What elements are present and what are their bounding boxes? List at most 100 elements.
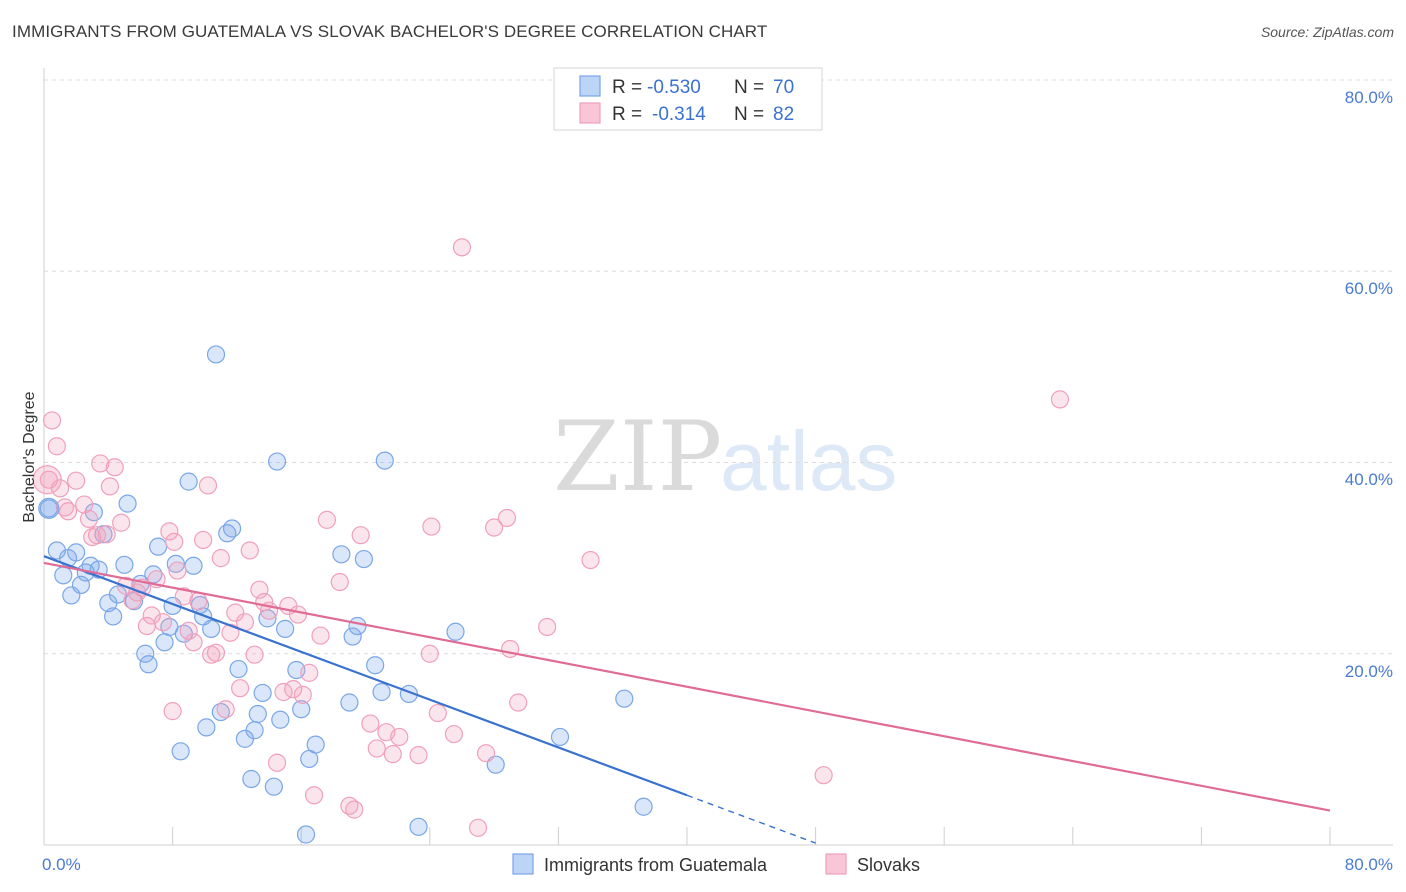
data-points	[32, 238, 1070, 844]
y-tick-label-80: 80.0%	[1345, 88, 1393, 107]
point-guatemala	[104, 607, 123, 626]
point-slovaks	[142, 606, 161, 625]
point-guatemala	[271, 710, 290, 729]
point-guatemala	[634, 797, 653, 816]
point-guatemala	[409, 817, 428, 836]
bottom-legend-label-slovaks: Slovaks	[857, 855, 920, 875]
point-slovaks	[226, 603, 245, 622]
point-guatemala	[222, 519, 242, 538]
point-guatemala	[155, 633, 174, 652]
point-slovaks	[1050, 390, 1070, 409]
point-slovaks	[538, 617, 557, 637]
x-tick-label-min: 0.0%	[42, 855, 81, 874]
bottom-legend-label-guatemala: Immigrants from Guatemala	[544, 855, 768, 875]
point-slovaks	[206, 643, 226, 662]
point-guatemala	[550, 727, 570, 747]
point-slovaks	[189, 592, 208, 611]
point-guatemala	[253, 683, 272, 703]
point-guatemala	[340, 693, 359, 712]
point-slovaks	[485, 518, 504, 537]
point-guatemala	[202, 619, 221, 638]
point-guatemala	[446, 622, 465, 641]
point-slovaks	[160, 522, 179, 541]
watermark-zip: ZIP	[553, 401, 722, 513]
point-slovaks	[221, 623, 240, 642]
point-slovaks	[300, 663, 319, 682]
point-slovaks	[198, 476, 218, 495]
legend-swatch-slovaks	[579, 102, 601, 124]
point-guatemala	[179, 472, 198, 491]
point-slovaks	[91, 454, 110, 473]
point-slovaks	[476, 744, 496, 763]
point-guatemala	[306, 735, 325, 754]
point-slovaks	[422, 517, 441, 536]
watermark: ZIP atlas	[553, 401, 897, 513]
point-guatemala	[115, 555, 134, 574]
point-slovaks	[216, 700, 235, 719]
chart-title: IMMIGRANTS FROM GUATEMALA VS SLOVAK BACH…	[12, 22, 768, 41]
point-slovaks-large	[32, 465, 62, 495]
y-tick-label-20: 20.0%	[1345, 662, 1393, 681]
point-slovaks	[420, 644, 439, 663]
point-slovaks	[168, 561, 187, 580]
point-slovaks	[581, 550, 600, 570]
y-tick-label-60: 60.0%	[1345, 279, 1393, 298]
point-slovaks	[814, 766, 833, 785]
point-guatemala	[171, 742, 190, 761]
point-slovaks	[50, 479, 70, 498]
point-slovaks	[153, 613, 173, 632]
point-slovaks	[428, 703, 447, 723]
point-slovaks	[67, 471, 86, 490]
point-guatemala	[242, 769, 261, 789]
point-guatemala	[292, 700, 311, 719]
point-slovaks	[179, 621, 198, 640]
point-slovaks	[330, 572, 349, 592]
point-slovaks	[468, 818, 488, 837]
point-guatemala	[206, 345, 226, 364]
point-slovaks	[383, 745, 402, 764]
point-slovaks	[267, 753, 287, 772]
legend-r-value-1: -0.530	[647, 77, 701, 98]
point-slovaks	[163, 702, 182, 721]
point-slovaks	[345, 800, 364, 819]
trend-lines	[43, 555, 1331, 844]
point-guatemala	[348, 616, 367, 636]
legend-r-label-2: R =	[612, 104, 642, 125]
legend-r-value-2: -0.314	[652, 104, 706, 125]
point-guatemala	[211, 702, 230, 722]
trend-line-slovaks	[43, 561, 1331, 812]
y-tick-label-40: 40.0%	[1345, 470, 1393, 489]
point-slovaks	[284, 680, 303, 699]
point-slovaks	[409, 746, 428, 765]
point-slovaks	[351, 526, 370, 545]
trend-line-guatemala	[43, 555, 688, 797]
point-slovaks	[105, 458, 124, 477]
point-slovaks	[184, 633, 203, 652]
point-slovaks	[47, 437, 66, 456]
point-guatemala	[615, 689, 634, 708]
point-slovaks	[59, 502, 78, 521]
axes	[43, 68, 1393, 846]
point-slovaks	[293, 685, 312, 704]
point-slovaks	[304, 786, 324, 805]
point-slovaks	[452, 238, 472, 257]
point-guatemala	[264, 777, 283, 796]
gridlines	[44, 79, 1393, 655]
point-slovaks	[194, 530, 213, 550]
point-slovaks	[509, 693, 528, 712]
point-guatemala	[139, 655, 158, 674]
point-guatemala	[149, 537, 168, 556]
point-guatemala	[366, 656, 385, 675]
point-guatemala	[375, 451, 394, 470]
point-slovaks	[165, 532, 184, 551]
point-slovaks	[311, 626, 330, 645]
point-guatemala-large	[38, 497, 60, 519]
point-guatemala	[118, 494, 137, 513]
point-slovaks	[97, 525, 116, 544]
x-tick-label-max: 80.0%	[1345, 855, 1393, 874]
point-guatemala	[372, 682, 391, 702]
legend-n-value-1: 70	[773, 77, 794, 98]
point-slovaks	[367, 739, 386, 758]
legend-r-label-1: R =	[612, 77, 642, 98]
